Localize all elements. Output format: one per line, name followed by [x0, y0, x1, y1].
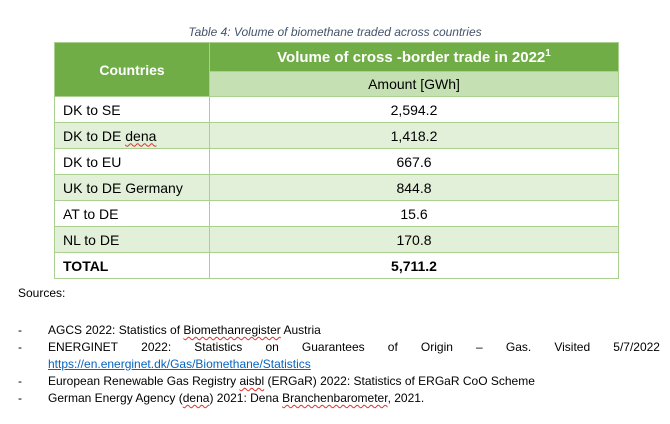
spellcheck-flagged-word: dena	[182, 391, 210, 405]
source-word: ENERGINET	[48, 340, 119, 354]
country-cell: AT to DE	[54, 200, 210, 227]
header-volume: Volume of cross -border trade in 20221	[209, 42, 619, 72]
table-row: DK to SE 2,594.2	[54, 96, 619, 123]
amount-cell: 1,418.2	[209, 122, 619, 149]
source-justified-line: ENERGINET 2022: Statistics on Guarantees…	[48, 339, 660, 356]
spellcheck-flagged-word: Biomethanregister	[183, 323, 281, 337]
table-row: NL to DE 170.8	[54, 226, 619, 253]
source-item: - AGCS 2022: Statistics of Biomethanregi…	[18, 322, 660, 339]
source-word: –	[476, 340, 483, 354]
source-text: Austria	[280, 323, 321, 337]
source-text: ) 2021: Dena	[209, 391, 283, 405]
country-cell: DK to DE dena	[54, 122, 210, 149]
country-text: DK to DE	[63, 127, 126, 144]
source-word: Guarantees	[301, 340, 365, 354]
amount-cell: 667.6	[209, 148, 619, 175]
header-amount: Amount [GWh]	[209, 71, 619, 97]
source-text: (ERGaR) 2022: Statistics of ERGaR CoO Sc…	[264, 374, 535, 388]
total-row: TOTAL 5,711.2	[54, 252, 619, 279]
header-volume-footnote: 1	[545, 48, 551, 59]
amount-cell: 844.8	[209, 174, 619, 201]
list-dash: -	[18, 374, 22, 388]
source-text: European Renewable Gas Registry	[48, 374, 240, 388]
source-word: on	[265, 340, 279, 354]
source-item: - ENERGINET 2022: Statistics on Guarante…	[18, 339, 660, 373]
table-caption: Table 4: Volume of biomethane traded acr…	[188, 25, 482, 39]
list-dash: -	[18, 391, 22, 405]
list-dash: -	[18, 340, 22, 354]
country-cell: UK to DE Germany	[54, 174, 210, 201]
source-word: 2022:	[141, 340, 172, 354]
source-word: Statistics	[194, 340, 243, 354]
source-item: - European Renewable Gas Registry aisbl …	[18, 373, 660, 390]
header-volume-text: Volume of cross -border trade in 2022	[277, 49, 546, 66]
country-cell: DK to EU	[54, 148, 210, 175]
country-cell: NL to DE	[54, 226, 210, 253]
source-word: 5/7/2022	[613, 340, 660, 354]
header-countries: Countries	[54, 42, 210, 97]
source-word: Visited	[554, 340, 591, 354]
source-text: AGCS 2022: Statistics of	[48, 323, 184, 337]
source-text: , 2021.	[387, 391, 425, 405]
total-amount: 5,711.2	[209, 252, 619, 279]
energinet-link[interactable]: https://en.energinet.dk/Gas/Biomethane/S…	[48, 357, 311, 371]
sources-list: - AGCS 2022: Statistics of Biomethanregi…	[18, 322, 660, 407]
country-cell: DK to SE	[54, 96, 210, 123]
source-text: German Energy Agency (	[48, 391, 183, 405]
source-word: Origin	[420, 340, 453, 354]
table-row: DK to EU 667.6	[54, 148, 619, 175]
amount-cell: 15.6	[209, 200, 619, 227]
source-word: of	[387, 340, 398, 354]
spellcheck-flagged-word: Branchenbarometer	[282, 391, 388, 405]
sources-label: Sources:	[18, 286, 66, 300]
list-dash: -	[18, 323, 22, 337]
table-row: AT to DE 15.6	[54, 200, 619, 227]
source-word: Gas.	[505, 340, 532, 354]
source-item: - German Energy Agency (dena) 2021: Dena…	[18, 390, 660, 407]
spellcheck-flagged-word: dena	[125, 127, 157, 144]
trade-volume-table: Countries Volume of cross -border trade …	[54, 42, 619, 279]
table-row: UK to DE Germany 844.8	[54, 174, 619, 201]
total-label: TOTAL	[54, 252, 210, 279]
table-row: DK to DE dena 1,418.2	[54, 122, 619, 149]
spellcheck-flagged-word: aisbl	[239, 374, 265, 388]
amount-cell: 2,594.2	[209, 96, 619, 123]
amount-cell: 170.8	[209, 226, 619, 253]
